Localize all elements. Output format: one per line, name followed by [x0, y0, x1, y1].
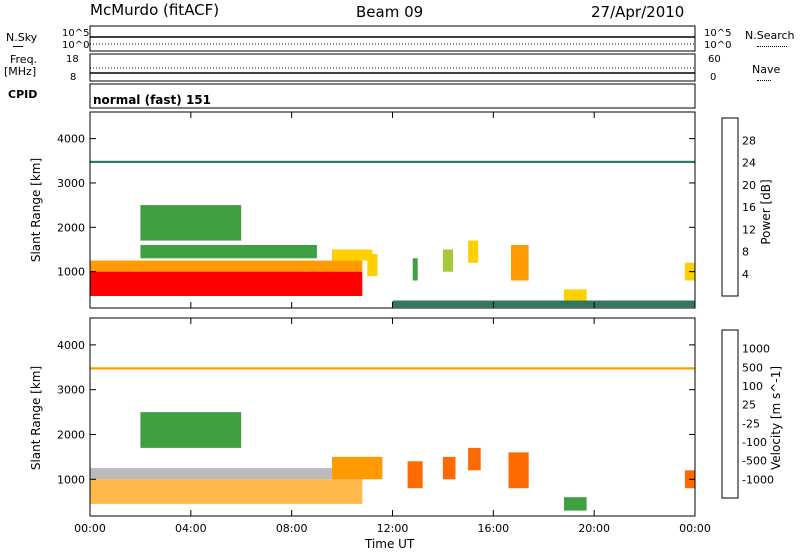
power-cbar-tick-0: 4: [742, 268, 749, 281]
power-y-axis: 1000 2000 3000 4000: [57, 133, 695, 279]
power-region-13: [90, 160, 695, 163]
power-cbar-tick-2: 12: [742, 223, 756, 236]
vel-cbar-tick-6: -500: [742, 455, 767, 468]
velocity-ytick-label-1000: 1000: [57, 473, 85, 486]
xtick-label-1: 04:00: [175, 522, 207, 535]
velocity-region-5: [468, 447, 481, 471]
beam-title: Beam 09: [356, 3, 424, 21]
velocity-region-3: [407, 461, 423, 489]
velocity-colorbar: 1000 500 100 25 -25 -100 -500 -1000: [721, 329, 774, 499]
xtick-label-4: 16:00: [477, 522, 509, 535]
velocity-region-6: [508, 452, 529, 489]
power-region-4: [412, 258, 418, 281]
power-ytick-label-1000: 1000: [57, 266, 85, 279]
velocity-region-1: [90, 468, 363, 480]
power-region-8: [563, 289, 587, 303]
power-cbar-tick-6: 28: [742, 134, 756, 147]
time-x-axis: 00:00 04:00 08:00 12:00 16:00 20:00 00:00: [74, 112, 711, 535]
freq-tick-high: 18: [66, 54, 79, 65]
power-region-3: [367, 253, 378, 277]
nsearch-tick-low: 10^0: [704, 40, 732, 51]
power-heatmap: [90, 160, 695, 308]
power-region-10: [140, 205, 242, 241]
vel-cbar-tick-2: 100: [742, 380, 763, 393]
velocity-colorbar-label: Velocity [m s^-1]: [769, 365, 783, 471]
nave-tick-low: 0: [710, 72, 717, 83]
velocity-region-10: [90, 367, 695, 370]
velocity-y-axis: 1000 2000 3000 4000: [57, 339, 695, 486]
vel-cbar-tick-4: -25: [742, 417, 760, 430]
nsky-label: N.Sky: [6, 31, 38, 44]
power-region-6: [468, 240, 479, 263]
velocity-ylabel: Slant Range [km]: [29, 365, 43, 471]
power-ytick-label-4000: 4000: [57, 133, 85, 146]
velocity-region-2: [332, 456, 383, 480]
xtick-label-0: 00:00: [74, 522, 106, 535]
power-region-11: [140, 245, 317, 259]
nsky-tick-high: 10^5: [62, 28, 90, 39]
nsky-tick-low: 10^0: [62, 40, 90, 51]
freq-unit: [MHz]: [4, 65, 37, 78]
power-ytick-label-3000: 3000: [57, 177, 85, 190]
nsky-panel-frame: [89, 25, 696, 52]
power-colorbar: 4 8 12 16 20 24 28: [721, 117, 756, 297]
power-region-2: [332, 249, 373, 261]
freq-label: Freq.: [10, 53, 38, 66]
power-ylabel: Slant Range [km]: [29, 157, 43, 263]
power-colorbar-label: Power [dB]: [759, 179, 773, 245]
cpid-label: CPID: [8, 88, 38, 101]
cpid-value: normal (fast) 151: [93, 93, 211, 107]
xtick-label-3: 12:00: [377, 522, 409, 535]
nave-label: Nave: [752, 63, 781, 76]
nsearch-dot-legend: [757, 46, 787, 47]
nave-dot-legend: [757, 80, 771, 81]
velocity-ytick-label-2000: 2000: [57, 428, 85, 441]
station-title: McMurdo (fitACF): [90, 1, 220, 19]
velocity-region-9: [140, 412, 242, 448]
nsearch-label: N.Search: [745, 29, 795, 42]
summary-panels: [89, 25, 696, 109]
vel-cbar-tick-1: 500: [742, 361, 763, 374]
velocity-ytick-label-4000: 4000: [57, 339, 85, 352]
velocity-region-4: [442, 456, 456, 480]
power-cbar-frame: [721, 117, 739, 297]
power-region-7: [511, 245, 529, 281]
power-region-5: [442, 249, 453, 272]
velocity-region-7: [563, 497, 587, 511]
velocity-region-0: [90, 479, 363, 504]
nave-tick-high: 60: [708, 54, 721, 65]
x-axis-title: Time UT: [365, 537, 415, 551]
cpid-panel-frame: [89, 83, 696, 109]
xtick-label-5: 20:00: [578, 522, 610, 535]
nsky-line-legend: [13, 46, 23, 47]
date-title: 27/Apr/2010: [591, 3, 685, 21]
vel-cbar-tick-5: -100: [742, 436, 767, 449]
nsearch-tick-high: 10^5: [704, 28, 732, 39]
vel-cbar-tick-7: -1000: [742, 473, 774, 486]
vel-cbar-frame: [721, 329, 739, 499]
power-region-1: [90, 260, 363, 272]
power-ytick-label-2000: 2000: [57, 221, 85, 234]
velocity-heatmap: [90, 367, 695, 511]
vel-cbar-tick-0: 1000: [742, 343, 770, 356]
velocity-ytick-label-3000: 3000: [57, 384, 85, 397]
vel-cbar-tick-3: 25: [742, 399, 756, 412]
power-cbar-tick-5: 24: [742, 157, 756, 170]
power-region-12: [392, 300, 695, 308]
power-cbar-tick-1: 8: [742, 246, 749, 259]
power-cbar-tick-4: 20: [742, 179, 756, 192]
power-cbar-tick-3: 16: [742, 201, 756, 214]
freq-tick-low: 8: [70, 72, 77, 83]
xtick-label-2: 08:00: [276, 522, 308, 535]
power-region-0: [90, 271, 363, 296]
xtick-label-6: 00:00: [679, 522, 711, 535]
